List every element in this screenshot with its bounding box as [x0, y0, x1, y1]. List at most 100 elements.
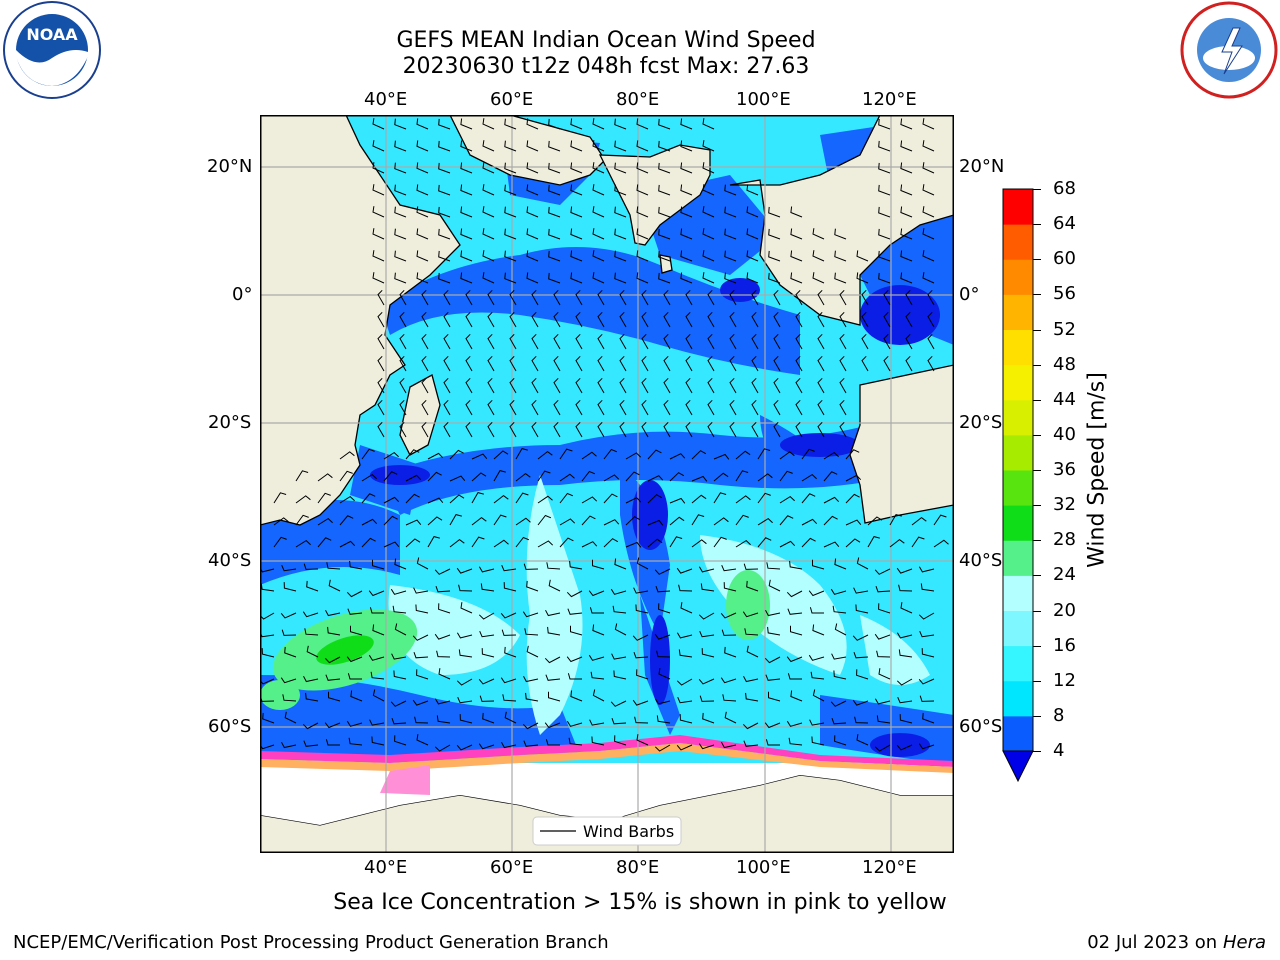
- wind-barb: [548, 250, 561, 262]
- wind-barb: [691, 494, 707, 504]
- wind-barb: [787, 673, 802, 680]
- wind-barb: [874, 744, 891, 752]
- wind-barb: [283, 582, 297, 592]
- wind-barb: [641, 377, 649, 394]
- wind-barb: [328, 691, 341, 702]
- wind-barb: [889, 538, 905, 548]
- wind-barb: [854, 716, 869, 724]
- wind-barb: [370, 671, 385, 680]
- colorbar-bin: [1003, 294, 1033, 330]
- wind-barb: [922, 250, 935, 262]
- footer-credit: NCEP/EMC/Verification Post Processing Pr…: [13, 932, 609, 953]
- wind-barb: [724, 646, 737, 658]
- wind-barb: [811, 736, 825, 746]
- wind-barb: [456, 678, 473, 686]
- wind-barb: [570, 250, 583, 262]
- wind-barb: [438, 118, 451, 130]
- wind-barb: [526, 162, 539, 174]
- wind-barb: [817, 333, 825, 350]
- wind-barb: [597, 355, 605, 372]
- map-legend[interactable]: Wind Barbs: [532, 816, 682, 846]
- wind-barb: [823, 496, 840, 504]
- wind-barb: [699, 695, 715, 702]
- wind-barb: [900, 140, 913, 152]
- wind-barb: [641, 311, 649, 328]
- wind-barb: [303, 563, 319, 570]
- wind-barb: [581, 451, 597, 460]
- wind-barb: [438, 250, 451, 262]
- wind-barb: [471, 453, 488, 460]
- wind-barb: [537, 495, 553, 504]
- wind-barb: [515, 517, 531, 526]
- wind-barb: [878, 668, 891, 680]
- wind-barb: [641, 421, 649, 438]
- wind-barb: [324, 722, 341, 729]
- wind-barb: [663, 333, 671, 350]
- wind-barb: [493, 514, 507, 526]
- wind-barb: [575, 355, 583, 372]
- wind-barb: [773, 311, 781, 328]
- wind-barb: [839, 355, 847, 372]
- wind-barb: [515, 492, 529, 504]
- wind-barb: [724, 250, 737, 262]
- wind-barb: [325, 739, 340, 746]
- wind-barb: [328, 579, 341, 592]
- wind-barb: [852, 634, 869, 641]
- wind-barb: [625, 452, 642, 460]
- wind-barb: [503, 582, 517, 592]
- wind-barb: [460, 118, 473, 130]
- wind-barb: [680, 250, 693, 262]
- wind-barb: [372, 206, 385, 218]
- wind-barb: [548, 272, 561, 284]
- wind-barb: [746, 272, 759, 284]
- wind-barb: [658, 140, 671, 152]
- wind-barb: [471, 472, 487, 482]
- ice-shelf: [260, 763, 954, 825]
- wind-barb: [678, 649, 693, 658]
- wind-barb: [808, 590, 825, 597]
- wind-barb: [856, 557, 869, 570]
- wind-barb: [619, 421, 627, 438]
- wind-barb: [655, 586, 671, 593]
- wind-barb: [905, 355, 913, 372]
- wind-barb: [559, 492, 574, 504]
- wind-barb: [544, 722, 561, 729]
- wind-barb: [394, 228, 407, 240]
- wind-barb: [531, 377, 539, 394]
- wind-barb: [724, 272, 737, 284]
- wind-barb: [346, 656, 363, 663]
- colorbar: [1002, 188, 1034, 783]
- wind-barb: [853, 652, 869, 659]
- wind-barb: [707, 377, 715, 394]
- colorbar-bin: [1003, 470, 1033, 506]
- wind-barb: [416, 250, 429, 262]
- wind-barb: [680, 272, 693, 284]
- wind-barb: [570, 184, 583, 196]
- wind-barb: [861, 311, 869, 328]
- wind-barb: [339, 495, 355, 504]
- wind-barb: [839, 289, 847, 306]
- wind-barb: [801, 493, 816, 504]
- wind-barb: [465, 311, 473, 328]
- wind-barb: [853, 587, 869, 594]
- wind-barb: [680, 184, 693, 196]
- wind-barb: [482, 162, 495, 174]
- colorbar-tick-mark: [1033, 715, 1041, 717]
- wind-barb: [399, 421, 407, 438]
- colorbar-bin: [1003, 329, 1033, 366]
- wind-barb: [434, 568, 451, 575]
- wind-barb: [482, 140, 495, 152]
- wind-barb: [831, 718, 847, 725]
- wind-barb: [515, 536, 530, 548]
- wind-barb: [581, 515, 596, 526]
- wind-barb: [699, 631, 715, 638]
- wind-barb: [427, 516, 443, 526]
- wind-barb: [612, 605, 627, 614]
- wind-barb: [790, 690, 803, 702]
- wind-barb: [685, 399, 693, 416]
- wind-barb: [817, 377, 825, 394]
- wind-barb: [801, 518, 818, 526]
- colorbar-tick-label: 44: [1053, 388, 1076, 410]
- wind-barb: [735, 470, 749, 482]
- wind-barb: [449, 449, 464, 460]
